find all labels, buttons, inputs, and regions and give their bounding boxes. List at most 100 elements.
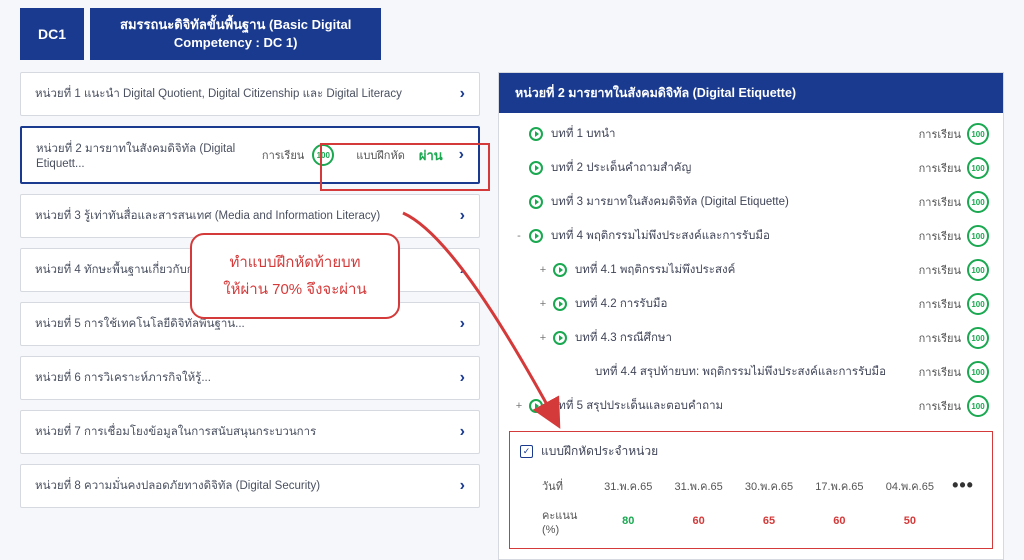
quiz-attempt-date: 31.พ.ค.65 xyxy=(594,471,662,500)
unit-meta: การเรียน 100 แบบฝึกหัด ผ่าน xyxy=(262,144,449,166)
lesson-row[interactable]: + บทที่ 4.1 พฤติกรรมไม่พึงประสงค์การเรียน… xyxy=(499,253,1003,287)
lesson-title: บทที่ 4.1 พฤติกรรมไม่พึงประสงค์ xyxy=(575,261,919,279)
chevron-right-icon: › xyxy=(459,146,464,164)
instruction-callout: ทำแบบฝึกหัดท้ายบท ให้ผ่าน 70% จึงจะผ่าน xyxy=(190,233,400,319)
quiz-section: ✓ แบบฝึกหัดประจำหน่วย วันที่31.พ.ค.6531.… xyxy=(509,431,993,549)
chevron-right-icon: › xyxy=(460,423,465,441)
score-badge: 100 xyxy=(967,259,989,281)
lesson-row[interactable]: บทที่ 1 บทนำการเรียน 100 xyxy=(499,117,1003,151)
lesson-title: บทที่ 4.3 กรณีศึกษา xyxy=(575,329,919,347)
quiz-attempt-date: 04.พ.ค.65 xyxy=(876,471,944,500)
lessons-list: บทที่ 1 บทนำการเรียน100บทที่ 2 ประเด็นคำ… xyxy=(499,113,1003,427)
play-icon xyxy=(529,127,543,141)
lesson-status-label: การเรียน xyxy=(919,125,961,143)
quiz-date-label: วันที่ xyxy=(522,471,592,500)
more-icon[interactable]: ••• xyxy=(946,471,980,500)
quiz-attempt-score: 50 xyxy=(876,502,944,540)
lesson-title: บทที่ 2 ประเด็นคำถามสำคัญ xyxy=(551,159,919,177)
play-icon xyxy=(553,263,567,277)
lesson-status-label: การเรียน xyxy=(919,261,961,279)
lesson-row[interactable]: + บทที่ 4.2 การรับมือการเรียน 100 xyxy=(499,287,1003,321)
score-badge: 100 xyxy=(967,225,989,247)
lesson-status-label: การเรียน xyxy=(919,329,961,347)
lesson-row[interactable]: - บทที่ 4 พฤติกรรมไม่พึงประสงค์และการรับม… xyxy=(499,219,1003,253)
tree-toggle-icon: - xyxy=(513,230,525,242)
lesson-title: บทที่ 1 บทนำ xyxy=(551,125,919,143)
lesson-status-label: การเรียน xyxy=(919,397,961,415)
checkbox-icon: ✓ xyxy=(520,445,533,458)
quiz-attempt-date: 17.พ.ค.65 xyxy=(805,471,873,500)
course-title-line2: Competency : DC 1) xyxy=(174,35,298,50)
chevron-right-icon: › xyxy=(460,315,465,333)
play-icon xyxy=(553,297,567,311)
lesson-row[interactable]: บทที่ 3 มารยาทในสังคมดิจิทัล (Digital Et… xyxy=(499,185,1003,219)
quiz-label: แบบฝึกหัด xyxy=(356,146,405,164)
play-icon xyxy=(529,195,543,209)
unit-title: หน่วยที่ 3 รู้เท่าทันสื่อและสารสนเทศ (Me… xyxy=(35,207,450,225)
lesson-row[interactable]: + บทที่ 5 สรุปประเด็นและตอบคำถามการเรียน 1… xyxy=(499,389,1003,423)
unit-row[interactable]: หน่วยที่ 8 ความมั่นคงปลอดภัยทางดิจิทัล (… xyxy=(20,464,480,508)
course-header: DC1 สมรรถนะดิจิทัลขั้นพื้นฐาน (Basic Dig… xyxy=(20,8,1024,60)
callout-line2: ให้ผ่าน 70% จึงจะผ่าน xyxy=(204,276,386,303)
quiz-attempt-score: 60 xyxy=(664,502,732,540)
chevron-right-icon: › xyxy=(460,477,465,495)
lesson-title: บทที่ 4 พฤติกรรมไม่พึงประสงค์และการรับมื… xyxy=(551,227,919,245)
course-title-line1: สมรรถนะดิจิทัลขั้นพื้นฐาน (Basic Digital xyxy=(120,17,351,32)
unit-row[interactable]: หน่วยที่ 6 การวิเคราะห์ภารกิจให้รู้...› xyxy=(20,356,480,400)
lesson-status-label: การเรียน xyxy=(919,159,961,177)
lesson-row[interactable]: บทที่ 4.4 สรุปท้ายบท: พฤติกรรมไม่พึงประส… xyxy=(499,355,1003,389)
callout-line1: ทำแบบฝึกหัดท้ายบท xyxy=(204,249,386,276)
score-badge: 100 xyxy=(967,395,989,417)
lesson-title: บทที่ 4.4 สรุปท้ายบท: พฤติกรรมไม่พึงประส… xyxy=(595,363,919,381)
unit-status-label: การเรียน xyxy=(262,146,304,164)
lesson-title: บทที่ 4.2 การรับมือ xyxy=(575,295,919,313)
quiz-heading: แบบฝึกหัดประจำหน่วย xyxy=(541,442,658,461)
score-badge: 100 xyxy=(967,157,989,179)
quiz-attempt-date: 31.พ.ค.65 xyxy=(664,471,732,500)
unit-row[interactable]: หน่วยที่ 7 การเชื่อมโยงข้อมูลในการสนับสน… xyxy=(20,410,480,454)
panel-title: หน่วยที่ 2 มารยาทในสังคมดิจิทัล (Digital… xyxy=(499,73,1003,113)
tree-toggle-icon: + xyxy=(537,298,549,310)
unit-row[interactable]: หน่วยที่ 1 แนะนำ Digital Quotient, Digit… xyxy=(20,72,480,116)
unit-title: หน่วยที่ 7 การเชื่อมโยงข้อมูลในการสนับสน… xyxy=(35,423,450,441)
score-badge: 100 xyxy=(967,191,989,213)
play-icon xyxy=(529,229,543,243)
score-badge: 100 xyxy=(967,327,989,349)
quiz-attempt-score: 65 xyxy=(735,502,803,540)
quiz-attempt-score: 60 xyxy=(805,502,873,540)
play-icon xyxy=(553,331,567,345)
tree-toggle-icon: + xyxy=(537,332,549,344)
unit-detail-panel: หน่วยที่ 2 มารยาทในสังคมดิจิทัล (Digital… xyxy=(498,72,1004,560)
unit-row[interactable]: หน่วยที่ 2 มารยาทในสังคมดิจิทัล (Digital… xyxy=(20,126,480,184)
play-icon xyxy=(529,399,543,413)
lesson-status-label: การเรียน xyxy=(919,363,961,381)
chevron-right-icon: › xyxy=(460,85,465,103)
unit-title: หน่วยที่ 2 มารยาทในสังคมดิจิทัล (Digital… xyxy=(36,140,262,170)
quiz-attempt-date: 30.พ.ค.65 xyxy=(735,471,803,500)
score-badge: 100 xyxy=(967,361,989,383)
unit-title: หน่วยที่ 8 ความมั่นคงปลอดภัยทางดิจิทัล (… xyxy=(35,477,450,495)
score-badge: 100 xyxy=(967,293,989,315)
quiz-attempts-table: วันที่31.พ.ค.6531.พ.ค.6530.พ.ค.6517.พ.ค.… xyxy=(520,469,982,542)
lesson-status-label: การเรียน xyxy=(919,295,961,313)
tree-toggle-icon: + xyxy=(513,400,525,412)
lesson-status-label: การเรียน xyxy=(919,193,961,211)
score-badge: 100 xyxy=(312,144,334,166)
pass-label: ผ่าน xyxy=(419,145,443,166)
course-badge: DC1 xyxy=(20,8,84,60)
chevron-right-icon: › xyxy=(460,207,465,225)
lesson-title: บทที่ 5 สรุปประเด็นและตอบคำถาม xyxy=(551,397,919,415)
unit-row[interactable]: หน่วยที่ 3 รู้เท่าทันสื่อและสารสนเทศ (Me… xyxy=(20,194,480,238)
chevron-right-icon: › xyxy=(460,261,465,279)
lesson-row[interactable]: บทที่ 2 ประเด็นคำถามสำคัญการเรียน 100 xyxy=(499,151,1003,185)
tree-toggle-icon: + xyxy=(537,264,549,276)
play-icon xyxy=(529,161,543,175)
course-title: สมรรถนะดิจิทัลขั้นพื้นฐาน (Basic Digital… xyxy=(90,8,381,60)
lesson-title: บทที่ 3 มารยาทในสังคมดิจิทัล (Digital Et… xyxy=(551,193,919,211)
quiz-attempt-score: 80 xyxy=(594,502,662,540)
chevron-right-icon: › xyxy=(460,369,465,387)
quiz-score-label: คะแนน (%) xyxy=(522,502,592,540)
lesson-row[interactable]: + บทที่ 4.3 กรณีศึกษาการเรียน 100 xyxy=(499,321,1003,355)
score-badge: 100 xyxy=(967,123,989,145)
unit-title: หน่วยที่ 1 แนะนำ Digital Quotient, Digit… xyxy=(35,85,450,103)
